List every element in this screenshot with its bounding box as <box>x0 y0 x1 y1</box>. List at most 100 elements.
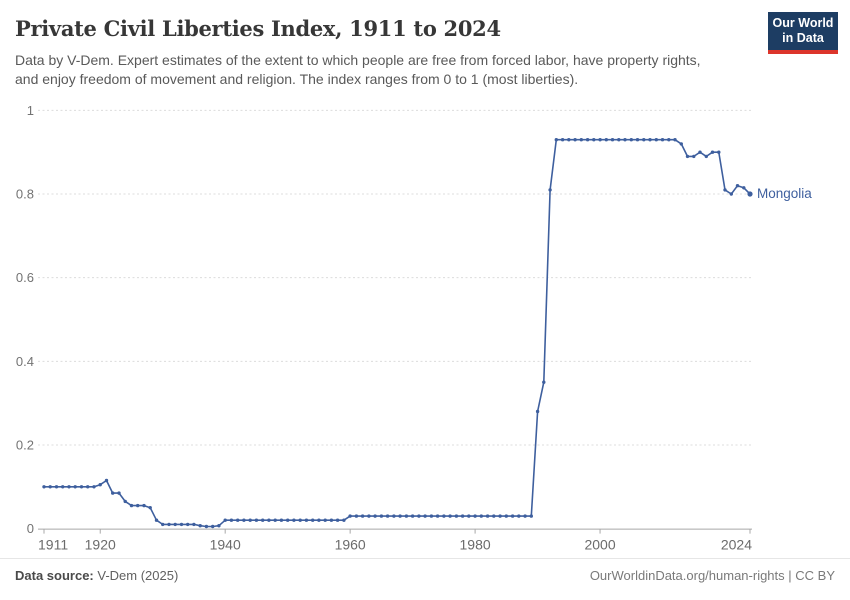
data-point <box>673 138 677 142</box>
data-point <box>104 478 109 483</box>
data-point <box>623 138 627 142</box>
data-point <box>723 188 727 192</box>
y-axis-tick-label: 0.4 <box>16 354 34 369</box>
footer-links: OurWorldinData.org/human-rights | CC BY <box>590 568 835 583</box>
data-point <box>573 138 577 142</box>
data-point <box>136 503 140 508</box>
data-point <box>373 514 377 518</box>
x-axis-tick-label: 2024 <box>721 537 752 553</box>
data-point <box>360 514 365 518</box>
data-point <box>73 485 77 489</box>
y-axis-tick-label: 0.8 <box>16 187 34 202</box>
data-point <box>111 491 115 495</box>
data-point <box>379 514 384 518</box>
data-point <box>423 514 427 518</box>
data-point <box>267 518 271 522</box>
data-point <box>142 503 146 508</box>
x-axis-tick-label: 1980 <box>460 537 491 553</box>
data-line-mongolia <box>44 138 751 528</box>
data-point <box>92 485 96 489</box>
data-point <box>442 514 446 518</box>
data-point <box>179 522 184 527</box>
data-point <box>236 518 240 522</box>
data-point <box>254 518 259 522</box>
data-point <box>579 138 583 142</box>
owid-logo-line2: in Data <box>782 31 824 45</box>
data-point <box>548 188 552 192</box>
owid-logo-text: Our World in Data <box>768 12 838 50</box>
data-point <box>167 522 171 527</box>
data-point <box>492 514 496 518</box>
data-point <box>129 503 134 508</box>
data-point <box>261 518 265 522</box>
x-axis-tick-label: 1920 <box>85 537 116 553</box>
data-point <box>273 518 277 522</box>
data-point <box>554 138 558 142</box>
data-point <box>685 154 690 159</box>
data-point <box>410 514 415 518</box>
data-point <box>660 138 665 142</box>
data-point <box>86 485 90 489</box>
data-point <box>311 518 315 522</box>
data-point <box>667 138 671 142</box>
data-point <box>567 138 571 142</box>
x-axis-tick-label: 1940 <box>210 537 241 553</box>
y-axis-tick-label: 1 <box>27 103 34 118</box>
data-point <box>473 514 477 518</box>
series-label-mongolia[interactable]: Mongolia <box>757 186 812 201</box>
page-title: Private Civil Liberties Index, 1911 to 2… <box>15 16 501 41</box>
data-point <box>354 514 359 518</box>
data-point <box>529 514 533 518</box>
data-point <box>54 485 59 489</box>
data-source-note: Data source: V-Dem (2025) <box>15 568 178 583</box>
data-point <box>192 522 196 527</box>
subtitle-line-2: and enjoy freedom of movement and religi… <box>15 71 579 87</box>
data-point <box>498 514 502 518</box>
data-source-label: Data source: <box>15 568 94 583</box>
data-point <box>123 499 127 504</box>
data-point <box>523 514 527 518</box>
data-point <box>317 518 321 522</box>
data-point <box>279 518 284 522</box>
data-point <box>198 524 202 528</box>
data-point <box>229 518 234 522</box>
data-point <box>585 138 590 142</box>
data-point <box>173 522 177 527</box>
data-point <box>398 514 402 518</box>
data-point <box>560 138 565 142</box>
data-point <box>298 518 302 522</box>
data-point <box>304 518 309 522</box>
data-point <box>98 483 102 487</box>
data-point <box>692 154 696 159</box>
data-point <box>61 485 65 489</box>
data-point <box>479 514 483 518</box>
data-point <box>598 138 602 142</box>
y-axis-tick-label: 0.2 <box>16 437 34 452</box>
data-point <box>204 524 209 529</box>
data-point <box>504 514 508 518</box>
data-point <box>610 138 615 142</box>
owid-logo[interactable]: Our World in Data <box>768 12 838 54</box>
data-point <box>654 138 658 142</box>
data-point <box>223 518 227 522</box>
data-point <box>710 150 715 154</box>
data-point <box>161 522 165 527</box>
owid-url-link[interactable]: OurWorldinData.org/human-rights <box>589 568 785 583</box>
data-point <box>367 514 371 518</box>
data-point <box>742 186 746 190</box>
owid-logo-line1: Our World <box>772 16 834 30</box>
data-point <box>435 514 440 518</box>
data-point <box>704 154 708 159</box>
owid-logo-red-bar <box>768 50 838 54</box>
data-point <box>117 491 121 495</box>
data-point <box>510 514 515 518</box>
data-point <box>542 380 546 384</box>
data-point <box>323 518 327 522</box>
data-point <box>385 514 390 518</box>
data-point <box>517 514 521 518</box>
data-point <box>242 518 246 522</box>
data-point <box>642 138 646 142</box>
data-point <box>292 518 296 522</box>
license-link[interactable]: CC BY <box>795 568 835 583</box>
